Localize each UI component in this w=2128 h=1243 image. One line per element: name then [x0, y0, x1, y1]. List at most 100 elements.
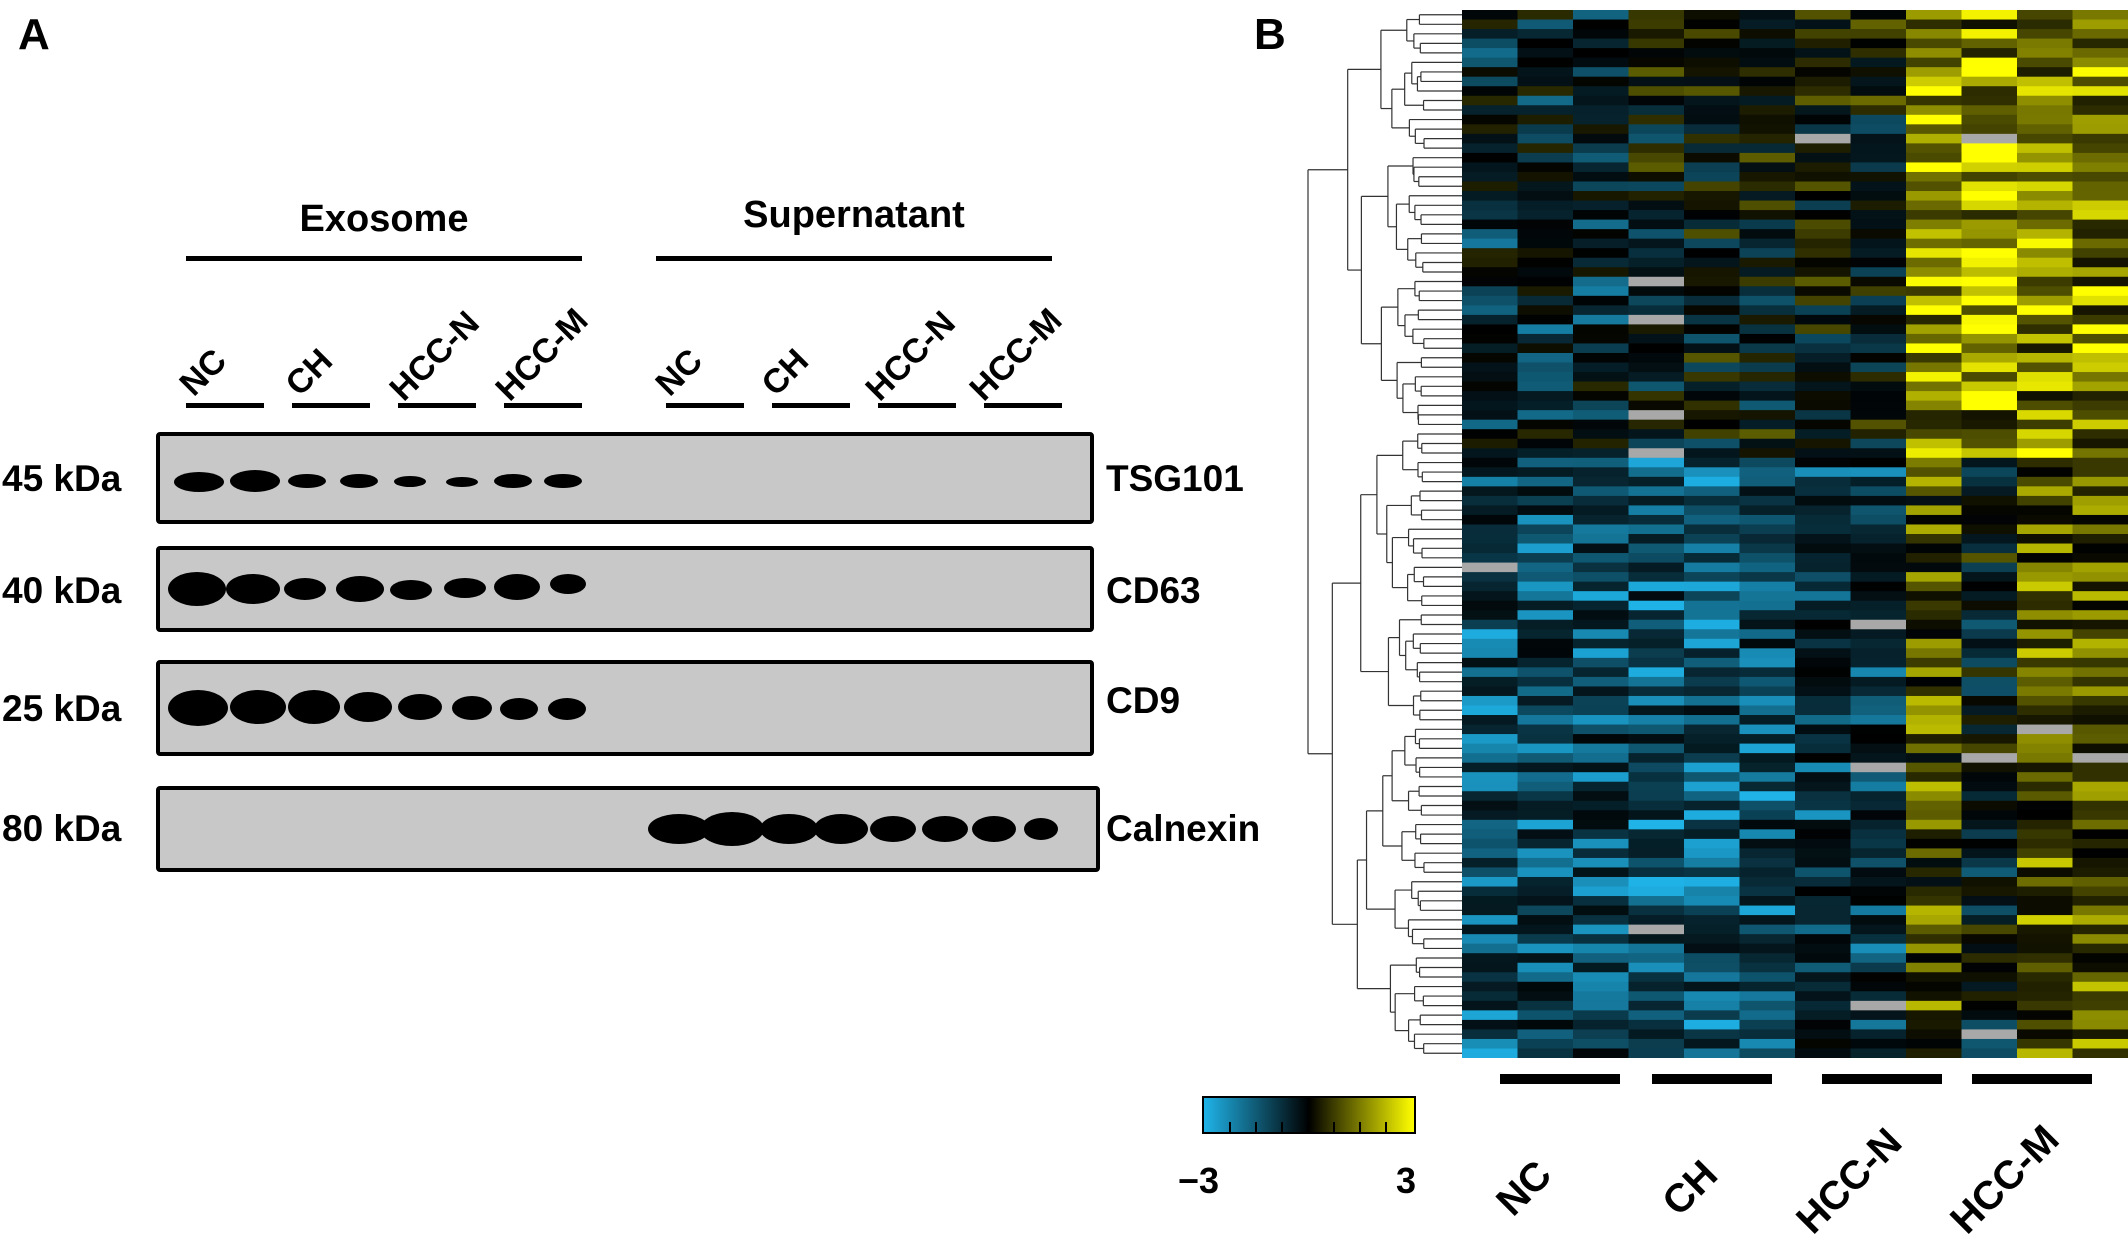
heatmap-cell [1962, 667, 2018, 677]
heatmap-cell [1462, 305, 1518, 315]
heatmap-cell [1740, 744, 1796, 754]
heatmap-cell [1851, 458, 1907, 468]
heatmap-cell [1462, 353, 1518, 363]
heatmap-cell [1740, 696, 1796, 706]
heatmap-cell [1740, 296, 1796, 306]
heatmap-cell [1518, 229, 1574, 239]
heatmap-cell [1573, 620, 1629, 630]
heatmap-cell [1573, 391, 1629, 401]
heatmap-cell [1684, 439, 1740, 449]
heatmap-cell [2017, 191, 2073, 201]
heatmap-cell [1740, 639, 1796, 649]
heatmap-cell [2073, 658, 2128, 668]
heatmap-cell [1629, 401, 1685, 411]
heatmap-cell [1684, 915, 1740, 925]
heatmap-cell [1629, 248, 1685, 258]
heatmap-cell [1629, 877, 1685, 887]
heatmap-cell [1573, 629, 1629, 639]
heatmap-cell [2073, 629, 2128, 639]
heatmap-cell [1629, 124, 1685, 134]
heatmap-cell [1462, 391, 1518, 401]
heatmap-cell [1518, 248, 1574, 258]
heatmap-cell [1518, 686, 1574, 696]
heatmap-cell [1740, 420, 1796, 430]
heatmap-cell [2017, 867, 2073, 877]
heatmap-cell [2073, 782, 2128, 792]
heatmap-cell [1684, 534, 1740, 544]
heatmap-cell [1629, 58, 1685, 68]
heatmap-cell [1629, 934, 1685, 944]
heatmap-cell [1795, 896, 1851, 906]
heatmap-cell [1629, 220, 1685, 230]
heatmap-cell [1740, 382, 1796, 392]
heatmap-cell [2073, 858, 2128, 868]
heatmap-cell [1851, 896, 1907, 906]
heatmap-cell [2073, 96, 2128, 106]
heatmap-cell [1573, 582, 1629, 592]
heatmap-cell [1462, 105, 1518, 115]
heatmap-cell [2017, 925, 2073, 935]
heatmap-cell [1684, 867, 1740, 877]
heatmap-cell [2073, 239, 2128, 249]
heatmap-cell [1573, 601, 1629, 611]
band [344, 692, 392, 722]
heatmap-cell [1684, 515, 1740, 525]
heatmap-cell [1795, 915, 1851, 925]
heatmap-cell [1962, 1001, 2018, 1011]
heatmap-cell [1573, 496, 1629, 506]
heatmap-cell [1906, 982, 1962, 992]
heatmap-cell [1851, 324, 1907, 334]
heatmap-cell [1518, 1020, 1574, 1030]
heatmap-cell [1518, 10, 1574, 20]
heatmap-cell [2073, 496, 2128, 506]
heatmap-cell [1629, 296, 1685, 306]
heatmap-cell [1518, 48, 1574, 58]
heatmap-cell [2017, 887, 2073, 897]
heatmap-cell [1962, 505, 2018, 515]
heatmap-cell [1462, 982, 1518, 992]
heatmap-cell [2073, 210, 2128, 220]
heatmap-cell [1795, 305, 1851, 315]
heatmap-cell [1684, 686, 1740, 696]
group-label-hccn: HCC-N [1788, 1120, 1911, 1243]
heatmap-cell [1573, 315, 1629, 325]
heatmap-cell [1518, 667, 1574, 677]
heatmap-cell [1962, 696, 2018, 706]
heatmap-cell [1629, 820, 1685, 830]
heatmap-cell [1462, 534, 1518, 544]
heatmap-cell [2073, 458, 2128, 468]
heatmap-cell [1906, 391, 1962, 401]
heatmap-cell [2017, 553, 2073, 563]
heatmap-cell [1906, 286, 1962, 296]
heatmap-cell [1462, 791, 1518, 801]
heatmap-cell [1851, 343, 1907, 353]
heatmap-cell [1573, 58, 1629, 68]
heatmap-cell [1740, 820, 1796, 830]
heatmap-cell [1629, 448, 1685, 458]
heatmap-cell [1684, 563, 1740, 573]
heatmap-cell [1906, 629, 1962, 639]
heatmap-cell [2017, 848, 2073, 858]
heatmap-cell [1629, 991, 1685, 1001]
heatmap-cell [1518, 181, 1574, 191]
heatmap-cell [2017, 791, 2073, 801]
heatmap-cell [1851, 286, 1907, 296]
heatmap-cell [1740, 658, 1796, 668]
heatmap-cell [1795, 677, 1851, 687]
heatmap-cell [1573, 534, 1629, 544]
heatmap-cell [1851, 410, 1907, 420]
heatmap-cell [2073, 953, 2128, 963]
heatmap-cell [1629, 982, 1685, 992]
heatmap-cell [1962, 1048, 2018, 1058]
heatmap-cell [1795, 667, 1851, 677]
heatmap-cell [1795, 229, 1851, 239]
heatmap-cell [1518, 553, 1574, 563]
heatmap-cell [1462, 363, 1518, 373]
heatmap-cell [1462, 810, 1518, 820]
heatmap-cell [1518, 1001, 1574, 1011]
heatmap-cell [1684, 772, 1740, 782]
heatmap-cell [2017, 1010, 2073, 1020]
heatmap-cell [1518, 915, 1574, 925]
heatmap-cell [1962, 744, 2018, 754]
heatmap-cell [1740, 134, 1796, 144]
